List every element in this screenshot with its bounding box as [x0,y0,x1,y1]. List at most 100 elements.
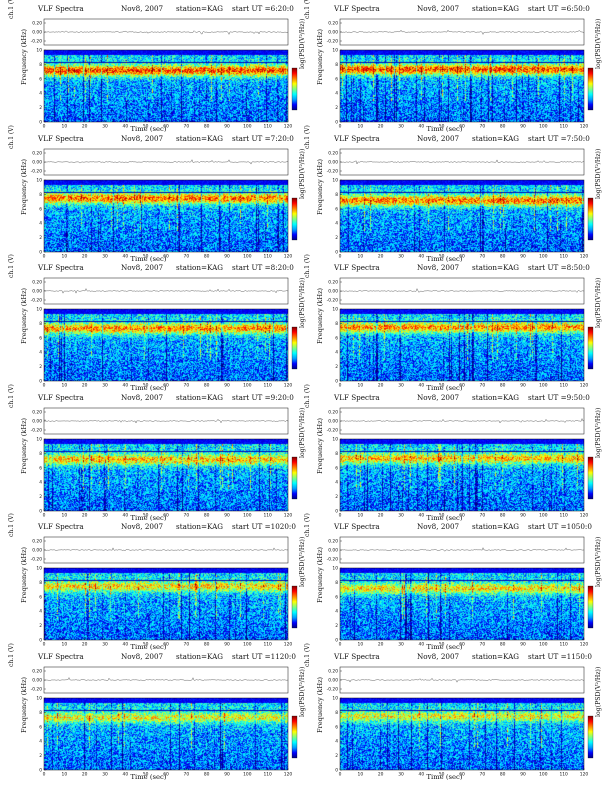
x-tick-label: 100 [243,124,252,130]
waveform-frame [43,148,289,175]
x-tick-label: 80 [500,383,506,389]
x-tick-label: 20 [82,124,88,130]
ch-tick-label: 0.20 [32,21,42,27]
x-tick-label: 0 [43,383,46,389]
spectrogram-image [340,309,584,381]
x-tick-label: 20 [378,383,384,389]
x-tick-label: 90 [520,124,526,130]
spectrogram-frame [43,567,289,641]
x-tick-label: 110 [559,383,568,389]
x-tick-label: 70 [480,771,486,777]
x-tick-label: 0 [43,771,46,777]
x-tick-label: 110 [559,124,568,130]
time-axis-label: Time (sec) [130,254,167,263]
axes: 0.200.00-0.200 10 20 30 40 50 60 70 80 90 100 110 12… [31,536,298,648]
y-tick-label: 2 [39,494,42,500]
ch-tick-label: 0.00 [328,418,338,424]
x-tick-label: 0 [339,383,342,389]
x-tick-label: 80 [500,124,506,130]
y-tick-label: 2 [335,623,338,629]
x-tick-label: 70 [480,512,486,518]
y-tick-label: 6 [335,206,338,212]
panel-station: station=KAG [176,133,224,143]
axes: 0.200.00-0.200 10 20 30 40 50 60 70 80 90 100 110 12… [327,18,594,130]
ch-tick-label: -0.20 [31,298,43,304]
ch-tick-label: 0.20 [32,150,42,156]
x-tick-label: 90 [224,124,230,130]
x-tick-label: 10 [62,512,68,518]
panel-date: Nov8, 2007 [121,392,164,402]
spectrogram-frame [339,567,585,641]
panel-date: Nov8, 2007 [121,133,164,143]
x-tick-label: 30 [102,253,108,259]
x-tick-label: 10 [62,771,68,777]
axes: 0.200.00-0.200 10 20 30 40 50 60 70 80 90 100 110 12… [31,666,298,777]
ch-tick-label: 0.00 [32,159,42,165]
y-tick-label: 8 [335,450,338,456]
time-axis-label: Time (sec) [426,643,463,651]
x-tick-label: 60 [459,512,465,518]
x-tick-label: 50 [439,771,445,777]
time-axis-label: Time (sec) [426,254,463,263]
x-tick-label: 40 [123,512,129,518]
time-axis-label: Time (sec) [130,513,167,522]
x-tick-label: 10 [358,253,364,259]
spectrogram-panel: VLF Spectra Nov8, 2007 station=KAG start… [6,0,306,133]
colorbar [587,197,594,240]
panel-station: station=KAG [176,522,224,531]
ch-tick-label: 0.00 [328,677,338,683]
ch-tick-label: 0.20 [32,668,42,674]
y-tick-label: 4 [335,609,338,615]
y-tick-label: 4 [335,220,338,226]
x-tick-label: 20 [378,124,384,130]
x-tick-label: 90 [224,642,230,648]
spectrogram-image [340,179,584,252]
panel-title: VLF Spectra [38,263,84,272]
time-axis-label: Time (sec) [426,125,463,133]
panel-station: station=KAG [176,263,224,272]
panel-start-time: start UT =7:20:0 [232,133,294,143]
x-tick-label: 30 [102,124,108,130]
x-tick-label: 70 [184,771,190,777]
y-tick-label: 6 [335,724,338,730]
x-tick-label: 50 [143,642,149,648]
x-tick-label: 30 [102,383,108,389]
spectrogram-image [44,568,288,640]
panel-title: VLF Spectra [334,392,380,402]
x-tick-label: 120 [284,642,293,648]
x-tick-label: 30 [102,642,108,648]
y-tick-label: 0 [335,638,338,644]
waveform-trace [43,676,289,681]
colorbar [291,585,298,629]
ch-tick-label: 0.20 [32,280,42,286]
y-tick-label: 0 [39,767,42,773]
x-tick-label: 120 [580,512,589,518]
axes: 0.200.00-0.200 10 20 30 40 50 60 70 80 90 100 110 12… [327,148,594,259]
y-tick-label: 8 [335,580,338,586]
y-tick-label: 4 [39,609,42,615]
spectrogram-frame [43,438,289,511]
x-tick-label: 0 [339,253,342,259]
ch-tick-label: -0.20 [327,298,339,304]
x-tick-label: 100 [243,383,252,389]
x-tick-label: 90 [224,771,230,777]
x-tick-label: 40 [419,642,425,648]
ch-tick-label: 0.00 [32,418,42,424]
x-tick-label: 0 [43,124,46,130]
panel-title: VLF Spectra [334,651,380,661]
axes: 0.200.00-0.200 10 20 30 40 50 60 70 80 90 100 110 12… [327,666,594,777]
y-tick-label: 10 [36,436,42,442]
y-tick-label: 0 [335,767,338,773]
waveform-trace [339,288,585,293]
y-tick-label: 2 [335,494,338,500]
time-axis-label: Time (sec) [130,643,167,651]
y-tick-label: 0 [39,508,42,514]
spectrogram-frame [339,308,585,382]
x-tick-label: 90 [520,512,526,518]
waveform-trace [339,677,585,683]
x-tick-label: 100 [539,383,548,389]
ch-tick-label: 0.20 [328,539,338,545]
panel-station: station=KAG [472,392,520,402]
y-tick-label: 2 [39,235,42,241]
x-tick-label: 40 [419,124,425,130]
